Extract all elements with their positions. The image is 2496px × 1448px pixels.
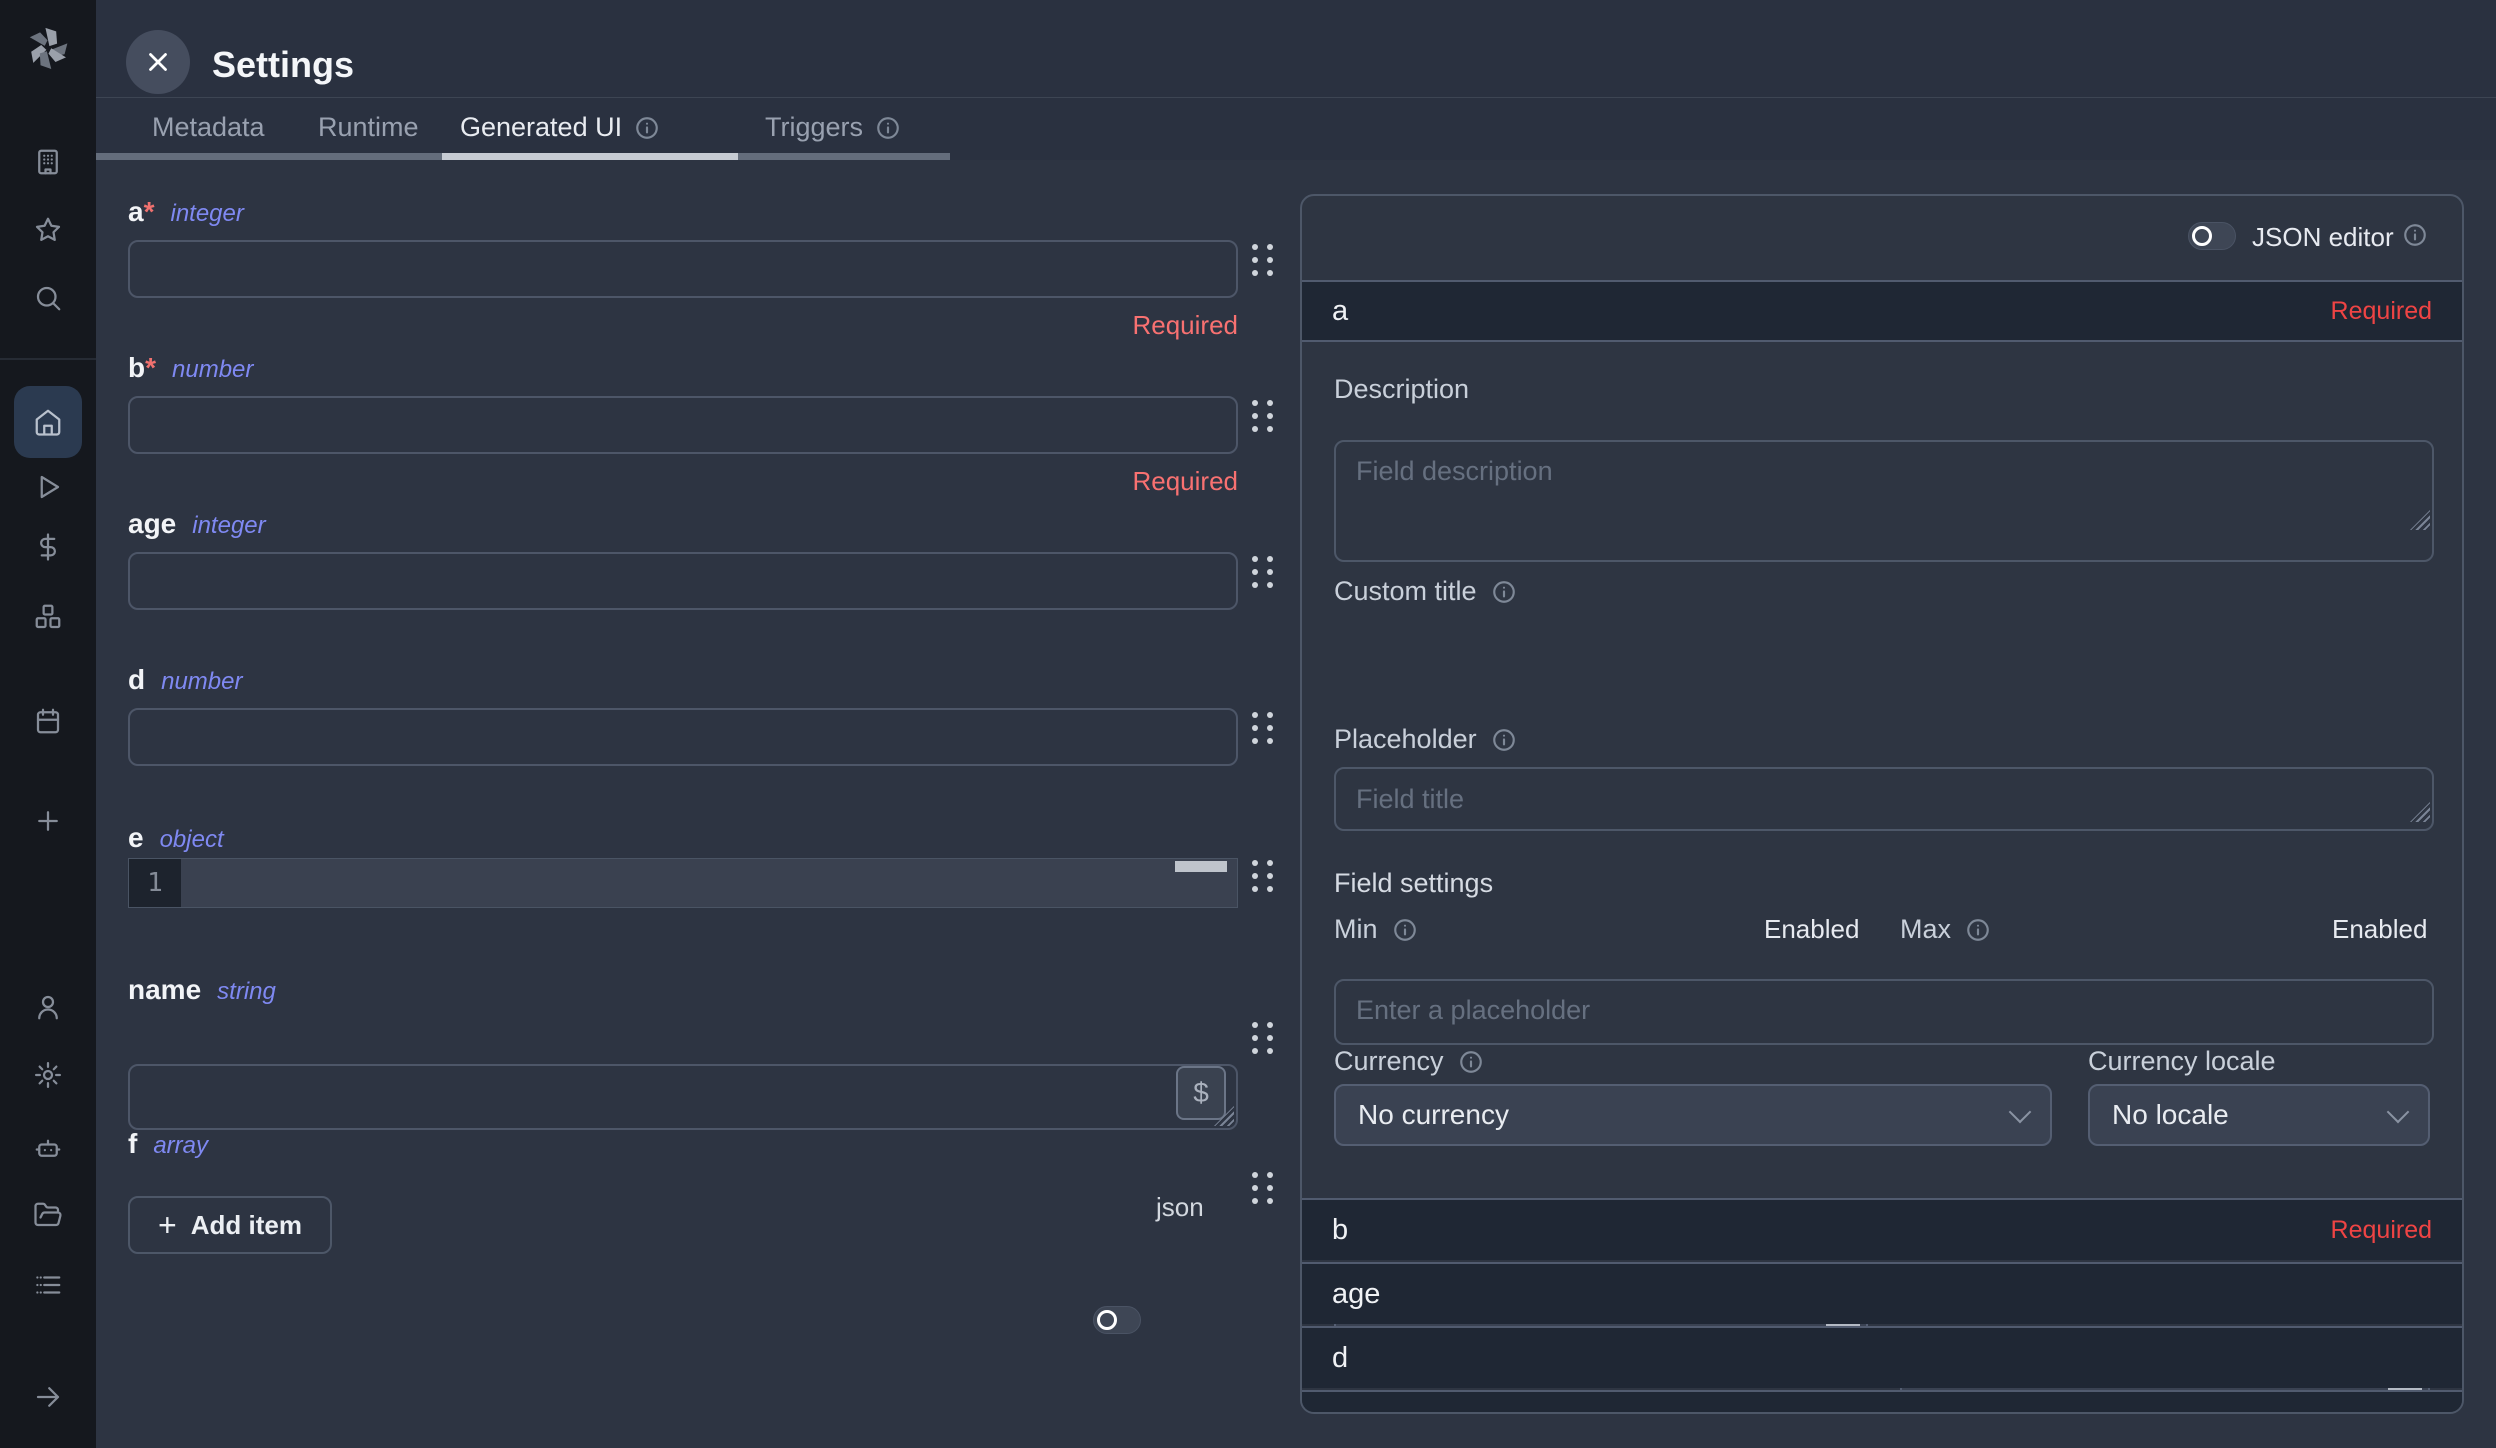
user-icon[interactable] xyxy=(33,992,63,1022)
json-editor-toggle[interactable] xyxy=(2188,222,2236,250)
chevron-down-icon xyxy=(2008,1100,2032,1124)
field-label-b: b* number xyxy=(128,352,254,383)
currency-locale-label: Currency locale xyxy=(2088,1046,2276,1076)
field-input-d[interactable] xyxy=(128,708,1238,766)
boxes-icon[interactable] xyxy=(33,602,63,632)
json-toggle[interactable] xyxy=(1093,1306,1141,1334)
plus-icon[interactable] xyxy=(33,806,63,836)
editor-line-number: 1 xyxy=(129,859,181,907)
max-enabled-label: Enabled xyxy=(2332,914,2428,944)
folder-open-icon[interactable] xyxy=(33,1200,63,1230)
currency-select[interactable]: No currency xyxy=(1334,1084,2052,1146)
field-row-b[interactable]: b Required xyxy=(1302,1198,2462,1260)
max-label: Max xyxy=(1900,914,1991,945)
field-error-a: Required xyxy=(1132,310,1238,340)
tab-runtime[interactable]: Runtime xyxy=(318,112,419,142)
gear-icon[interactable] xyxy=(33,1060,63,1090)
drag-handle[interactable] xyxy=(1252,1022,1274,1062)
search-icon[interactable] xyxy=(33,283,63,313)
min-label: Min xyxy=(1334,914,1418,945)
sidebar-item-home[interactable] xyxy=(14,386,82,458)
field-row-age[interactable]: age xyxy=(1302,1262,2462,1324)
info-icon[interactable] xyxy=(1458,1049,1484,1075)
custom-title-label: Custom title xyxy=(1334,576,1517,607)
tab-metadata[interactable]: Metadata xyxy=(152,112,265,142)
plus-icon: + xyxy=(158,1207,177,1243)
placeholder-label: Placeholder xyxy=(1334,724,1517,755)
top-band xyxy=(96,0,2496,160)
home-icon xyxy=(33,407,63,437)
drag-handle[interactable] xyxy=(1252,556,1274,596)
field-input-b[interactable] xyxy=(128,396,1238,454)
add-item-button[interactable]: + Add item xyxy=(128,1196,332,1254)
drag-handle[interactable] xyxy=(1252,1172,1274,1212)
min-enabled-label: Enabled xyxy=(1764,914,1860,944)
field-label-a: a* integer xyxy=(128,196,244,227)
star-icon[interactable] xyxy=(33,215,63,245)
field-error-b: Required xyxy=(1132,466,1238,496)
drag-handle[interactable] xyxy=(1252,400,1274,440)
field-label-age: age integer xyxy=(128,508,266,539)
info-icon[interactable] xyxy=(1491,727,1517,753)
x-icon xyxy=(149,53,167,71)
tab-generated-ui[interactable]: Generated UI xyxy=(460,112,660,143)
currency-label: Currency xyxy=(1334,1046,1484,1077)
json-toggle-label: json xyxy=(1156,1192,1204,1222)
object-code-editor[interactable]: 1 xyxy=(128,858,1238,908)
field-input-age[interactable] xyxy=(128,552,1238,610)
building-icon[interactable] xyxy=(33,147,63,177)
drag-handle[interactable] xyxy=(1252,712,1274,752)
info-icon[interactable] xyxy=(634,115,660,141)
field-inspector-panel: JSON editor a Required Description Custo… xyxy=(1300,194,2464,1414)
variable-picker-button[interactable]: $ xyxy=(1176,1066,1226,1120)
info-icon[interactable] xyxy=(1491,579,1517,605)
bot-icon[interactable] xyxy=(33,1132,63,1162)
dollar-icon[interactable] xyxy=(33,532,63,562)
custom-title-input[interactable] xyxy=(1334,767,2434,831)
info-icon[interactable] xyxy=(2402,222,2428,248)
field-input-name[interactable]: $ xyxy=(128,1064,1238,1130)
arrow-right-icon[interactable] xyxy=(33,1382,63,1412)
field-row-partial[interactable] xyxy=(1302,1390,2462,1412)
info-icon[interactable] xyxy=(1392,917,1418,943)
play-icon[interactable] xyxy=(33,472,63,502)
field-row-d[interactable]: d xyxy=(1302,1326,2462,1388)
currency-locale-select[interactable]: No locale xyxy=(2088,1084,2430,1146)
editor-scrollbar[interactable] xyxy=(1175,861,1227,872)
description-textarea[interactable] xyxy=(1334,440,2434,562)
json-editor-label: JSON editor xyxy=(2252,222,2394,252)
drag-handle[interactable] xyxy=(1252,244,1274,284)
field-label-d: d number xyxy=(128,664,243,695)
calendar-icon[interactable] xyxy=(33,706,63,736)
field-settings-title: Field settings xyxy=(1334,868,1494,898)
info-icon[interactable] xyxy=(875,115,901,141)
list-icon[interactable] xyxy=(33,1270,63,1300)
field-label-e: e object xyxy=(128,822,224,853)
sidebar xyxy=(0,0,96,1448)
required-badge: Required xyxy=(2330,296,2432,325)
description-label: Description xyxy=(1334,374,1470,404)
field-label-name: name string xyxy=(128,974,276,1005)
tab-triggers[interactable]: Triggers xyxy=(765,112,901,143)
placeholder-textarea[interactable] xyxy=(1334,979,2434,1045)
required-badge: Required xyxy=(2330,1215,2432,1244)
chevron-down-icon xyxy=(2386,1100,2410,1124)
page-title: Settings xyxy=(212,44,355,85)
field-label-f: f array xyxy=(128,1128,209,1159)
active-tab-underline xyxy=(442,153,738,160)
field-input-a[interactable] xyxy=(128,240,1238,298)
close-button[interactable] xyxy=(126,30,190,94)
info-icon[interactable] xyxy=(1965,917,1991,943)
field-row-a[interactable]: a Required xyxy=(1302,280,2462,342)
drag-handle[interactable] xyxy=(1252,860,1274,900)
header-divider xyxy=(96,97,2496,98)
windmill-logo-icon[interactable] xyxy=(20,20,76,76)
sidebar-divider xyxy=(0,358,96,360)
